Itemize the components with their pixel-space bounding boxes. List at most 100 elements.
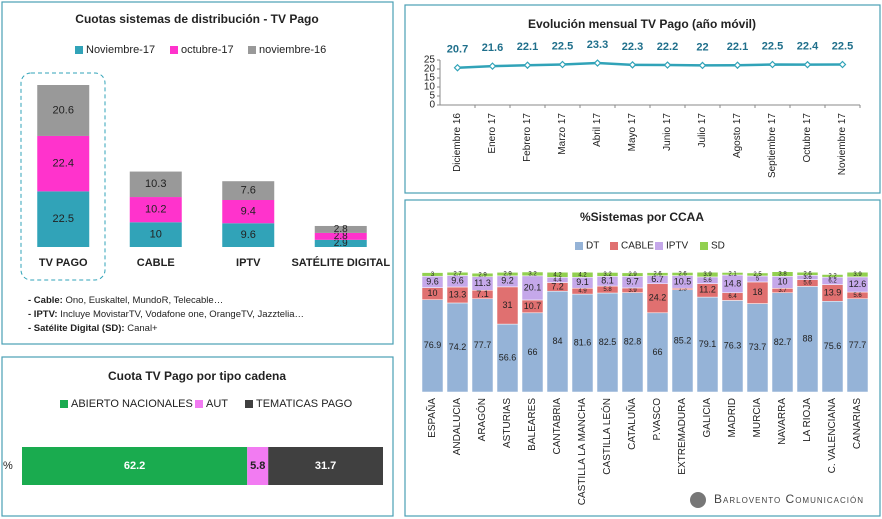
data-label: 3.2 xyxy=(528,271,537,277)
x-tick-label: CATALUÑA xyxy=(625,398,638,450)
data-label: 5.6 xyxy=(803,281,812,287)
data-label: 2.6 xyxy=(803,271,812,277)
panel xyxy=(404,4,881,194)
legend-label: ABIERTO NACIONALES xyxy=(71,398,193,410)
data-label: 82.5 xyxy=(599,337,617,347)
point xyxy=(733,61,742,70)
data-label: 7.2 xyxy=(551,281,564,291)
x-tick-label: ESPAÑA xyxy=(425,398,438,438)
bar-segment xyxy=(37,191,90,247)
note-label: - IPTV: xyxy=(28,309,58,320)
data-label: 9.1 xyxy=(576,277,589,287)
x-tick-label: Marzo 17 xyxy=(557,113,568,155)
note: - Satélite Digital (SD): Canal+ xyxy=(28,323,158,334)
data-label: 9.4 xyxy=(241,206,256,218)
legend-swatch xyxy=(170,46,178,54)
legend-swatch xyxy=(700,242,708,250)
point xyxy=(558,60,567,69)
x-tick-label: IPTV xyxy=(236,257,261,269)
data-label: 1.3 xyxy=(678,287,687,293)
data-label: 79.1 xyxy=(699,339,717,349)
brand: Barlovento Comunicación xyxy=(714,492,864,506)
data-label: 10 xyxy=(777,277,787,287)
data-label: 22.5 xyxy=(552,40,573,52)
bar-segment xyxy=(446,271,469,276)
legend-label: SD xyxy=(711,241,725,252)
x-tick-label: CASTILLA LA MANCHA xyxy=(577,398,588,506)
data-label: 22.4 xyxy=(53,158,74,170)
data-label: 22.5 xyxy=(53,213,74,225)
data-label: 3.8 xyxy=(778,272,787,278)
bar-segment xyxy=(521,271,544,277)
point xyxy=(838,60,847,69)
data-label: 2.8 xyxy=(334,224,348,235)
data-label: 74.2 xyxy=(449,342,467,352)
data-label: 11.2 xyxy=(699,285,716,295)
data-label: 10.3 xyxy=(145,178,166,190)
data-label: 23.3 xyxy=(587,39,608,51)
data-label: 77.7 xyxy=(474,340,492,350)
point xyxy=(523,61,532,70)
data-label: 5.8 xyxy=(603,287,612,293)
data-label: 3.6 xyxy=(803,275,812,281)
y-tick-label: 10 xyxy=(424,82,436,93)
bar-segment xyxy=(771,271,794,277)
point xyxy=(663,61,672,69)
point xyxy=(803,60,812,69)
bar-segment xyxy=(571,271,594,278)
bar-segment xyxy=(796,271,819,276)
data-label: 2.9 xyxy=(628,272,637,278)
bar-segment xyxy=(696,271,719,278)
chart-title: %Sistemas por CCAA xyxy=(580,210,704,224)
data-label: 5.6 xyxy=(853,293,862,299)
point xyxy=(628,61,637,69)
data-label: 2.6 xyxy=(653,272,662,278)
data-label: 10.2 xyxy=(145,204,166,216)
x-tick-label: Abril 17 xyxy=(592,113,603,147)
line xyxy=(457,61,843,69)
data-label: 24.2 xyxy=(649,293,667,303)
bar-segment xyxy=(129,197,182,223)
bar-segment xyxy=(746,272,769,277)
data-label: 81.6 xyxy=(574,337,592,347)
data-label: 13.3 xyxy=(449,289,467,299)
data-label: 22.1 xyxy=(727,41,748,53)
data-label: 22.4 xyxy=(797,41,819,53)
bar-segment xyxy=(471,272,494,277)
data-label: 2.9 xyxy=(478,273,487,279)
legend-label: DT xyxy=(586,241,599,252)
x-tick-label: C. VALENCIANA xyxy=(827,398,838,474)
bar-segment xyxy=(129,222,182,247)
bar-segment xyxy=(22,447,248,485)
legend-swatch xyxy=(575,242,583,250)
legend-swatch xyxy=(195,400,203,408)
legend-label: IPTV xyxy=(666,241,689,252)
x-tick-label: Junio 17 xyxy=(662,113,673,151)
data-label: 73.7 xyxy=(749,342,767,352)
bar-segment xyxy=(546,271,569,278)
bar-segment xyxy=(222,200,275,224)
data-label: 9.2 xyxy=(501,276,514,286)
x-tick-label: Agosto 17 xyxy=(732,113,743,158)
legend-label: noviembre-16 xyxy=(259,44,326,56)
data-label: 9.6 xyxy=(426,276,439,286)
x-tick-label: Noviembre 17 xyxy=(837,113,848,176)
data-label: 10 xyxy=(150,229,162,241)
legend-swatch xyxy=(248,46,256,54)
data-label: 4.4 xyxy=(553,277,562,283)
y-tick-label: 5 xyxy=(429,91,435,102)
data-label: 10.7 xyxy=(524,301,542,311)
data-label: 8.1 xyxy=(601,276,614,286)
data-label: 76.9 xyxy=(424,340,442,350)
bar-segment xyxy=(222,223,275,247)
data-label: 5.8 xyxy=(250,460,265,472)
data-label: 4.9 xyxy=(578,289,587,295)
bar-segment xyxy=(621,272,644,277)
data-label: 18 xyxy=(752,287,762,297)
data-label: 84 xyxy=(552,336,562,346)
bar-segment xyxy=(821,274,844,278)
data-label: 2.1 xyxy=(728,271,737,277)
chart-title: Evolución mensual TV Pago (año móvil) xyxy=(528,17,756,31)
data-label: 3.2 xyxy=(603,272,612,278)
